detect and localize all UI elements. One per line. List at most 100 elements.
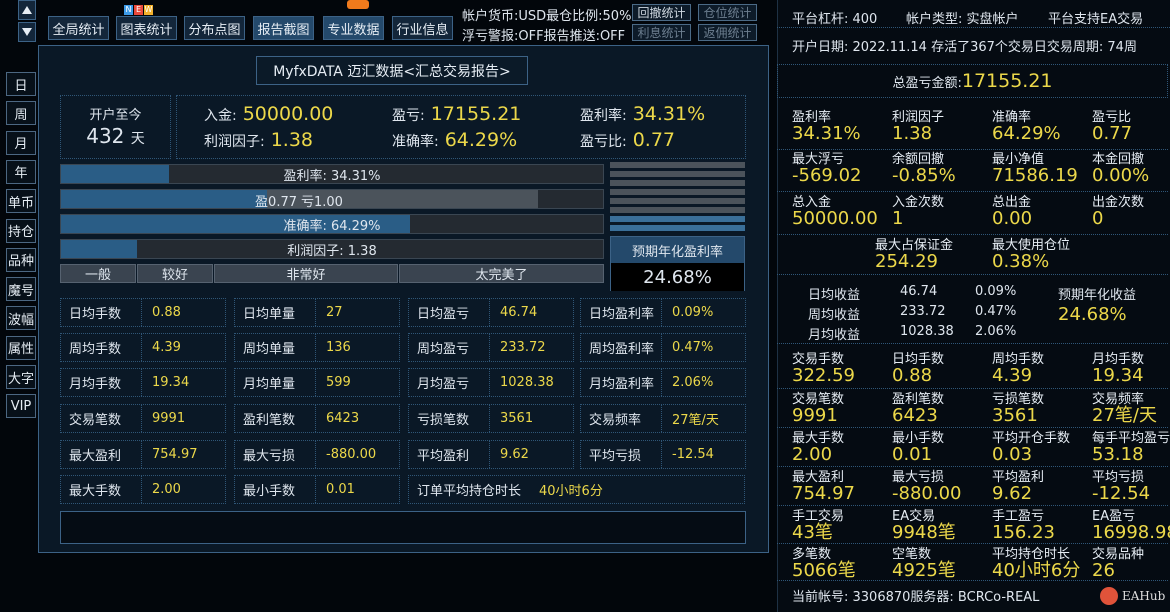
stat-cell: 平均亏损 -12.54 [580,440,746,469]
stat-value: 19.34 [152,375,190,390]
account-button[interactable]: 回撤统计 [632,4,691,21]
stat-cell: 日均手数 0.88 [60,298,226,327]
summary-item: 利润因子: 1.38 [204,129,313,151]
stat-label: 订单平均持仓时长 [417,484,522,499]
account-button[interactable]: 仓位统计 [698,4,757,21]
stat-value: 6423 [326,411,360,426]
stat-cell: 最大手数 2.00 [60,475,226,504]
toolbar-button[interactable]: 图表统计 [116,16,177,40]
stat-value: 9.62 [500,447,529,462]
footer: 当前帐号: 3306870服务器: BCRCo-REAL [792,590,1040,605]
stat-label: 日均手数 [892,352,945,367]
stat-cell: 日均单量 27 [234,298,400,327]
stat-value: 26 [1092,560,1115,581]
new-badge-letter: N [124,5,133,15]
stat-value: 0.88 [152,305,181,320]
bar-label: 利润因子: 1.38 [287,243,377,259]
account-button[interactable]: 利息统计 [632,24,691,41]
stat-cell: 交易笔数 9991 [60,404,226,433]
text-input[interactable] [60,511,746,544]
summary-label: 利润因子: [204,134,265,150]
gauge [610,162,745,232]
account-button[interactable]: 返佣统计 [698,24,757,41]
avg-value: 2.06% [975,324,1017,339]
stat-label: 最大亏损 [892,470,945,485]
stat-label: 盈亏比 [1092,110,1132,125]
summary-item: 盈亏: 17155.21 [392,103,521,125]
toolbar-button[interactable]: 分布点图 [184,16,245,40]
gauge-stripe [610,180,745,186]
side-tab[interactable]: 魔号 [6,277,36,302]
stat-label: 日均盈亏 [409,299,490,326]
stat-cell: 月均单量 599 [234,368,400,397]
bar-label: 准确率: 64.29% [283,218,381,234]
stat-value: 46.74 [500,305,538,320]
stat-cell: 交易频率 27笔/天 [580,404,746,433]
stat-label: 利润因子 [892,110,945,125]
new-badge-letter: E [134,5,143,15]
gauge-stripe [610,198,745,204]
toolbar-button[interactable]: 行业信息 [392,16,453,40]
group-box [777,389,1168,428]
stat-value: 599 [326,375,351,390]
toolbar-button[interactable]: 全局统计 [48,16,109,40]
stat-value: 0 [1092,208,1104,229]
ratio-profit: 盈0.77 [255,195,297,210]
side-tab[interactable]: 大字 [6,365,36,389]
stat-label: 最小手数 [892,431,945,446]
stat-value: 9948笔 [892,522,956,543]
since-days: 432 天 [61,124,170,148]
total-label: 总盈亏金额: [892,75,962,91]
avg-value: 233.72 [900,304,946,319]
stat-value: 9.62 [992,483,1033,504]
stat-label: 盈利笔数 [235,405,316,432]
stat-label: 最大占保证金 [875,238,954,253]
stat-label: 日均单量 [235,299,316,326]
side-tab[interactable]: 持仓 [6,218,36,243]
header-item: 平台支持EA交易 [1048,12,1144,27]
bar-profit-rate: 盈利率: 34.31% [60,164,604,184]
stat-value: 0.01 [326,482,355,497]
side-tab[interactable]: 年 [6,159,36,184]
stat-label: 交易频率 [581,405,662,432]
stat-cell: 月均盈亏 1028.38 [408,368,574,397]
stat-label: EA盈亏 [1092,509,1136,524]
stat-value: 2.06% [672,375,714,390]
stat-label: 周均手数 [992,352,1045,367]
side-tab[interactable]: 单币 [6,189,36,214]
summary-value: 34.31% [632,103,706,125]
group-box [777,149,1168,192]
side-tab[interactable]: VIP [6,394,36,419]
stat-label: 月均盈利率 [581,369,662,396]
summary-label: 盈亏比: [580,134,627,150]
stat-value: 27笔/天 [672,413,719,428]
summary-box: 入金: 50000.00 盈亏: 17155.21 盈利率: 34.31% 利润因子: 1.3… [176,95,746,159]
toolbar-button[interactable]: 专业数据 [323,16,384,40]
stat-value: 27 [326,305,343,320]
stat-cell: 周均盈利率 0.47% [580,333,746,362]
stat-value: -569.02 [792,165,862,186]
account-line2: 浮亏警报:OFF报告推送:OFF [462,29,626,44]
stat-value: 322.59 [792,365,855,386]
side-tab[interactable]: 周 [6,101,36,126]
header-item: 帐户类型: 实盘帐户 [906,12,1019,27]
scroll-down[interactable] [18,22,36,42]
side-tab[interactable]: 波幅 [6,306,36,331]
side-tab[interactable]: 日 [6,72,36,96]
stat-cell: 日均盈亏 46.74 [408,298,574,327]
stat-value: -880.00 [892,483,962,504]
stat-label: 最大亏损 [235,441,316,468]
stat-value: 233.72 [500,340,546,355]
group-box [777,349,1168,389]
stat-cell: 订单平均持仓时长 40小时6分 [408,475,745,504]
toolbar-button[interactable]: 报告截图 [253,16,314,40]
stat-value: 136 [326,340,351,355]
scroll-up[interactable] [18,0,36,20]
bar-label: 盈利率: 34.31% [283,168,381,184]
side-tab[interactable]: 月 [6,130,36,155]
days-unit: 天 [130,131,145,147]
side-tab[interactable]: 品种 [6,247,36,272]
side-tab[interactable]: 属性 [6,335,36,360]
stat-label: 月均手数 [1092,352,1145,367]
stat-value: 0.88 [892,365,933,386]
